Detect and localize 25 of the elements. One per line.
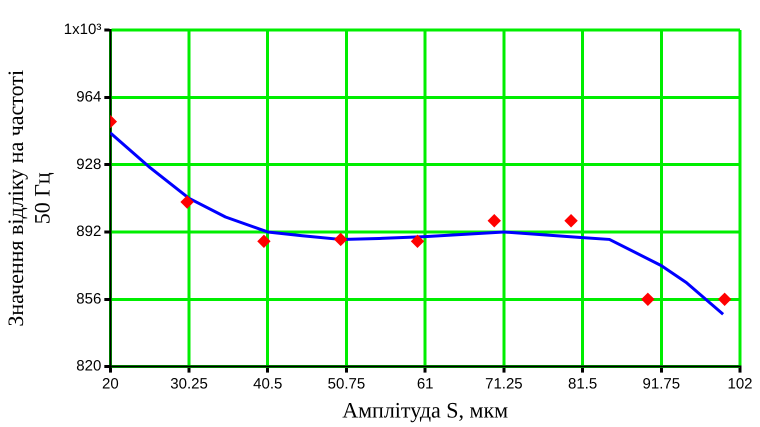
x-tick-label: 61 xyxy=(416,376,434,393)
y-tick-label: 1x10³ xyxy=(64,21,102,38)
x-tick-label: 71.25 xyxy=(485,376,523,393)
x-tick-label: 40.5 xyxy=(253,376,282,393)
y-tick-label: 928 xyxy=(76,156,102,173)
point xyxy=(641,292,654,306)
point xyxy=(718,292,732,306)
x-tick-label: 20 xyxy=(102,376,119,393)
point xyxy=(488,214,501,228)
y-axis-title: Значення відліку на частоті 50 Гц xyxy=(2,70,54,327)
x-tick-label: 91.75 xyxy=(642,376,680,393)
point xyxy=(334,232,348,246)
x-tick-label: 50.75 xyxy=(328,376,366,393)
y-tick-label: 964 xyxy=(76,88,102,106)
y-tick-label: 820 xyxy=(76,358,102,375)
x-tick-label: 102 xyxy=(727,376,753,393)
x-axis-title: Амплітуда S, мкм xyxy=(342,398,508,423)
point xyxy=(180,196,194,209)
point xyxy=(257,234,270,248)
y-tick-label: 892 xyxy=(76,223,102,240)
x-tick-label: 30.25 xyxy=(170,376,208,393)
point xyxy=(410,234,424,248)
y-tick-label: 856 xyxy=(76,290,102,308)
x-tick-label: 81.5 xyxy=(568,376,598,393)
point xyxy=(564,214,578,228)
